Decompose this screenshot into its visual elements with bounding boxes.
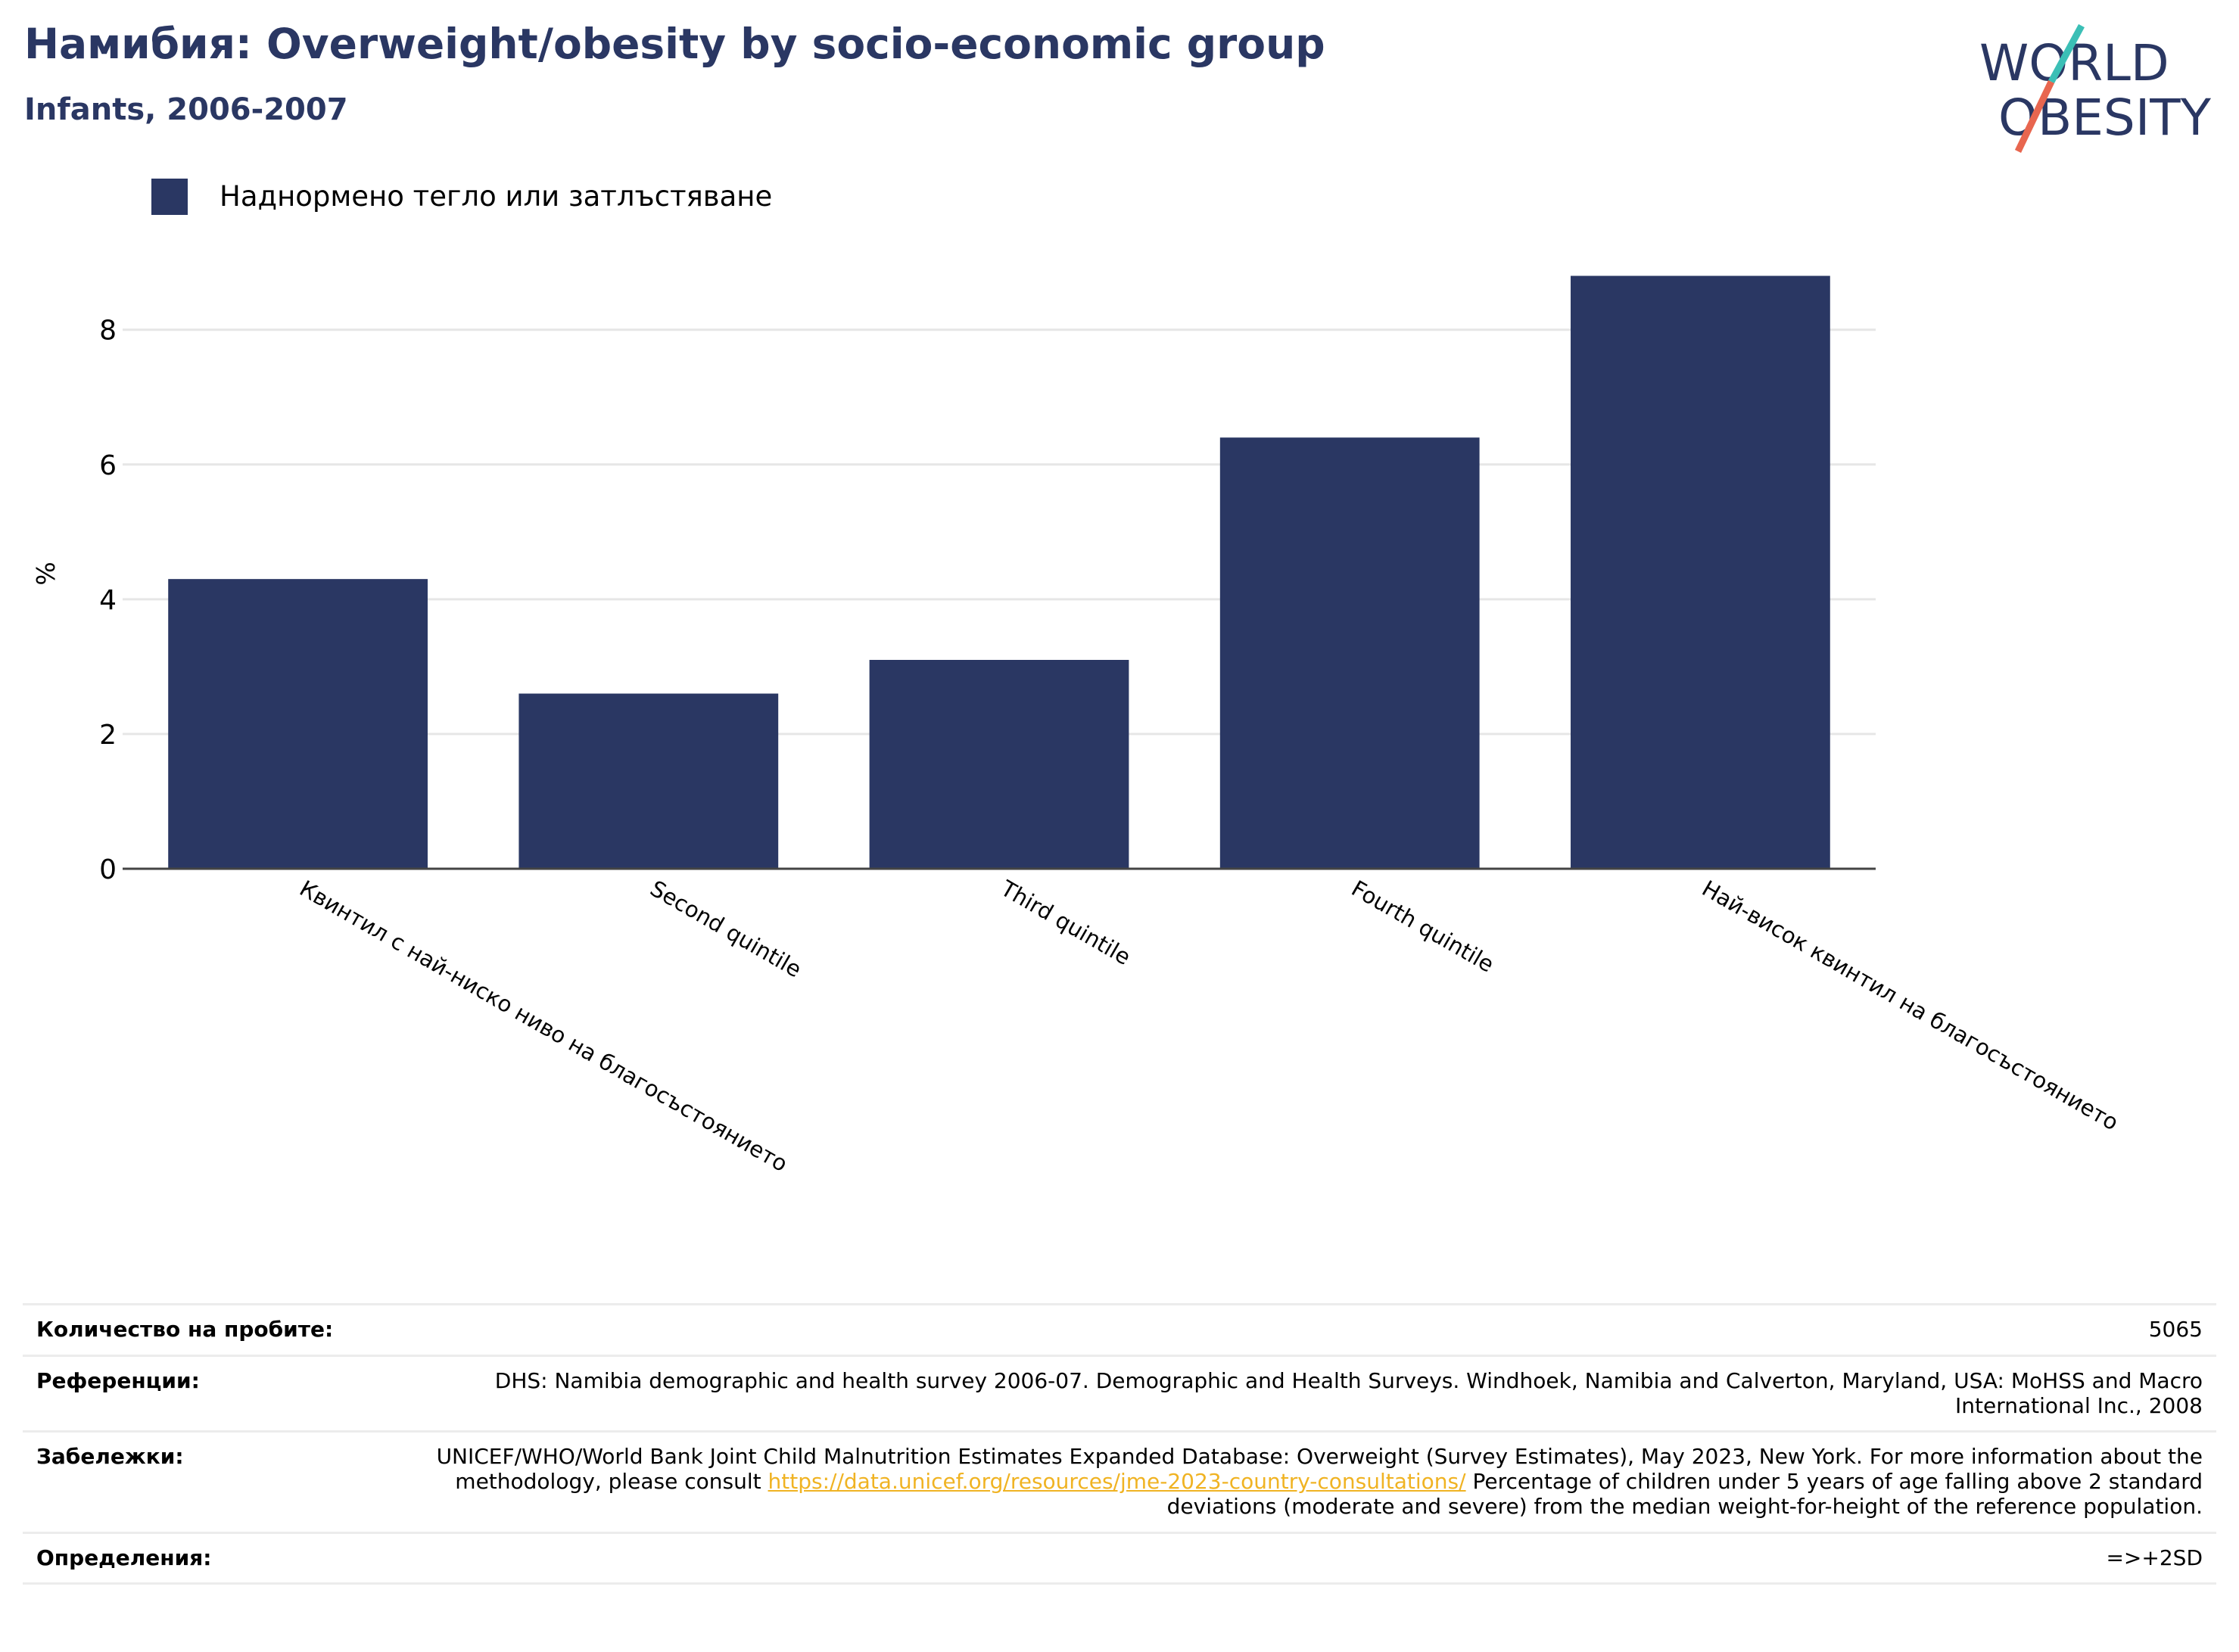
bar-chart: 0 2 4 6 8 Квинтил с най-ниско ниво на благос… xyxy=(31,275,2123,1177)
bar xyxy=(518,693,779,869)
x-tick-label: Second quintile xyxy=(646,876,805,983)
logo-slash-coral xyxy=(2014,80,2055,153)
y-tick-label: 4 xyxy=(99,585,117,616)
definitions-label: Определения: xyxy=(23,1531,347,1585)
notes-text-after: Percentage of children under 5 years of … xyxy=(1166,1469,2203,1519)
y-tick-label: 8 xyxy=(99,316,117,347)
notes-link[interactable]: https://data.unicef.org/resources/jme-20… xyxy=(768,1469,1466,1494)
x-tick-labels: Квинтил с най-ниско ниво на благосъстоян… xyxy=(295,875,2123,1177)
bar xyxy=(168,579,428,869)
info-table: Количество на пробите: 5065 Референции: … xyxy=(23,1303,2216,1585)
notes-text-before: UNICEF/WHO/World Bank Joint Child Malnut… xyxy=(436,1444,2203,1494)
y-tick-labels: 0 2 4 6 8 xyxy=(99,316,117,885)
info-row-definitions: Определения: =>+2SD xyxy=(23,1531,2216,1585)
y-tick-label: 6 xyxy=(99,450,117,481)
bars xyxy=(168,275,1830,870)
legend-label: Наднормено тегло или затлъстяване xyxy=(220,180,773,213)
x-tick-label: Third quintile xyxy=(996,875,1135,970)
x-tick-label: Fourth quintile xyxy=(1347,876,1499,978)
references-label: Референции: xyxy=(23,1354,347,1433)
references-value: DHS: Namibia demographic and health surv… xyxy=(347,1354,2216,1433)
chart-subtitle: Infants, 2006-2007 xyxy=(24,92,348,127)
bar xyxy=(869,660,1129,869)
info-row-sample-size: Количество на пробите: 5065 xyxy=(23,1303,2216,1357)
bar xyxy=(1219,437,1480,869)
sample-size-value: 5065 xyxy=(347,1303,2216,1357)
sample-size-label: Количество на пробите: xyxy=(23,1303,347,1357)
logo-slash-teal xyxy=(2048,23,2085,84)
info-row-references: Референции: DHS: Namibia demographic and… xyxy=(23,1354,2216,1433)
notes-label: Забележки: xyxy=(23,1430,347,1534)
notes-value: UNICEF/WHO/World Bank Joint Child Malnut… xyxy=(347,1430,2216,1534)
chart-title: Намибия: Overweight/obesity by socio-eco… xyxy=(24,20,1325,68)
bar xyxy=(1571,275,1830,870)
info-row-notes: Забележки: UNICEF/WHO/World Bank Joint C… xyxy=(23,1430,2216,1534)
world-obesity-logo: WORLD OBESITY xyxy=(1979,23,2212,153)
y-tick-label: 2 xyxy=(99,720,117,751)
legend-swatch xyxy=(151,179,188,215)
y-axis-title: % xyxy=(31,562,61,585)
x-tick-label: Най-висок квинтил на благосъстоянието xyxy=(1698,876,2123,1136)
y-tick-label: 0 xyxy=(99,854,117,885)
definitions-value: =>+2SD xyxy=(347,1531,2216,1585)
